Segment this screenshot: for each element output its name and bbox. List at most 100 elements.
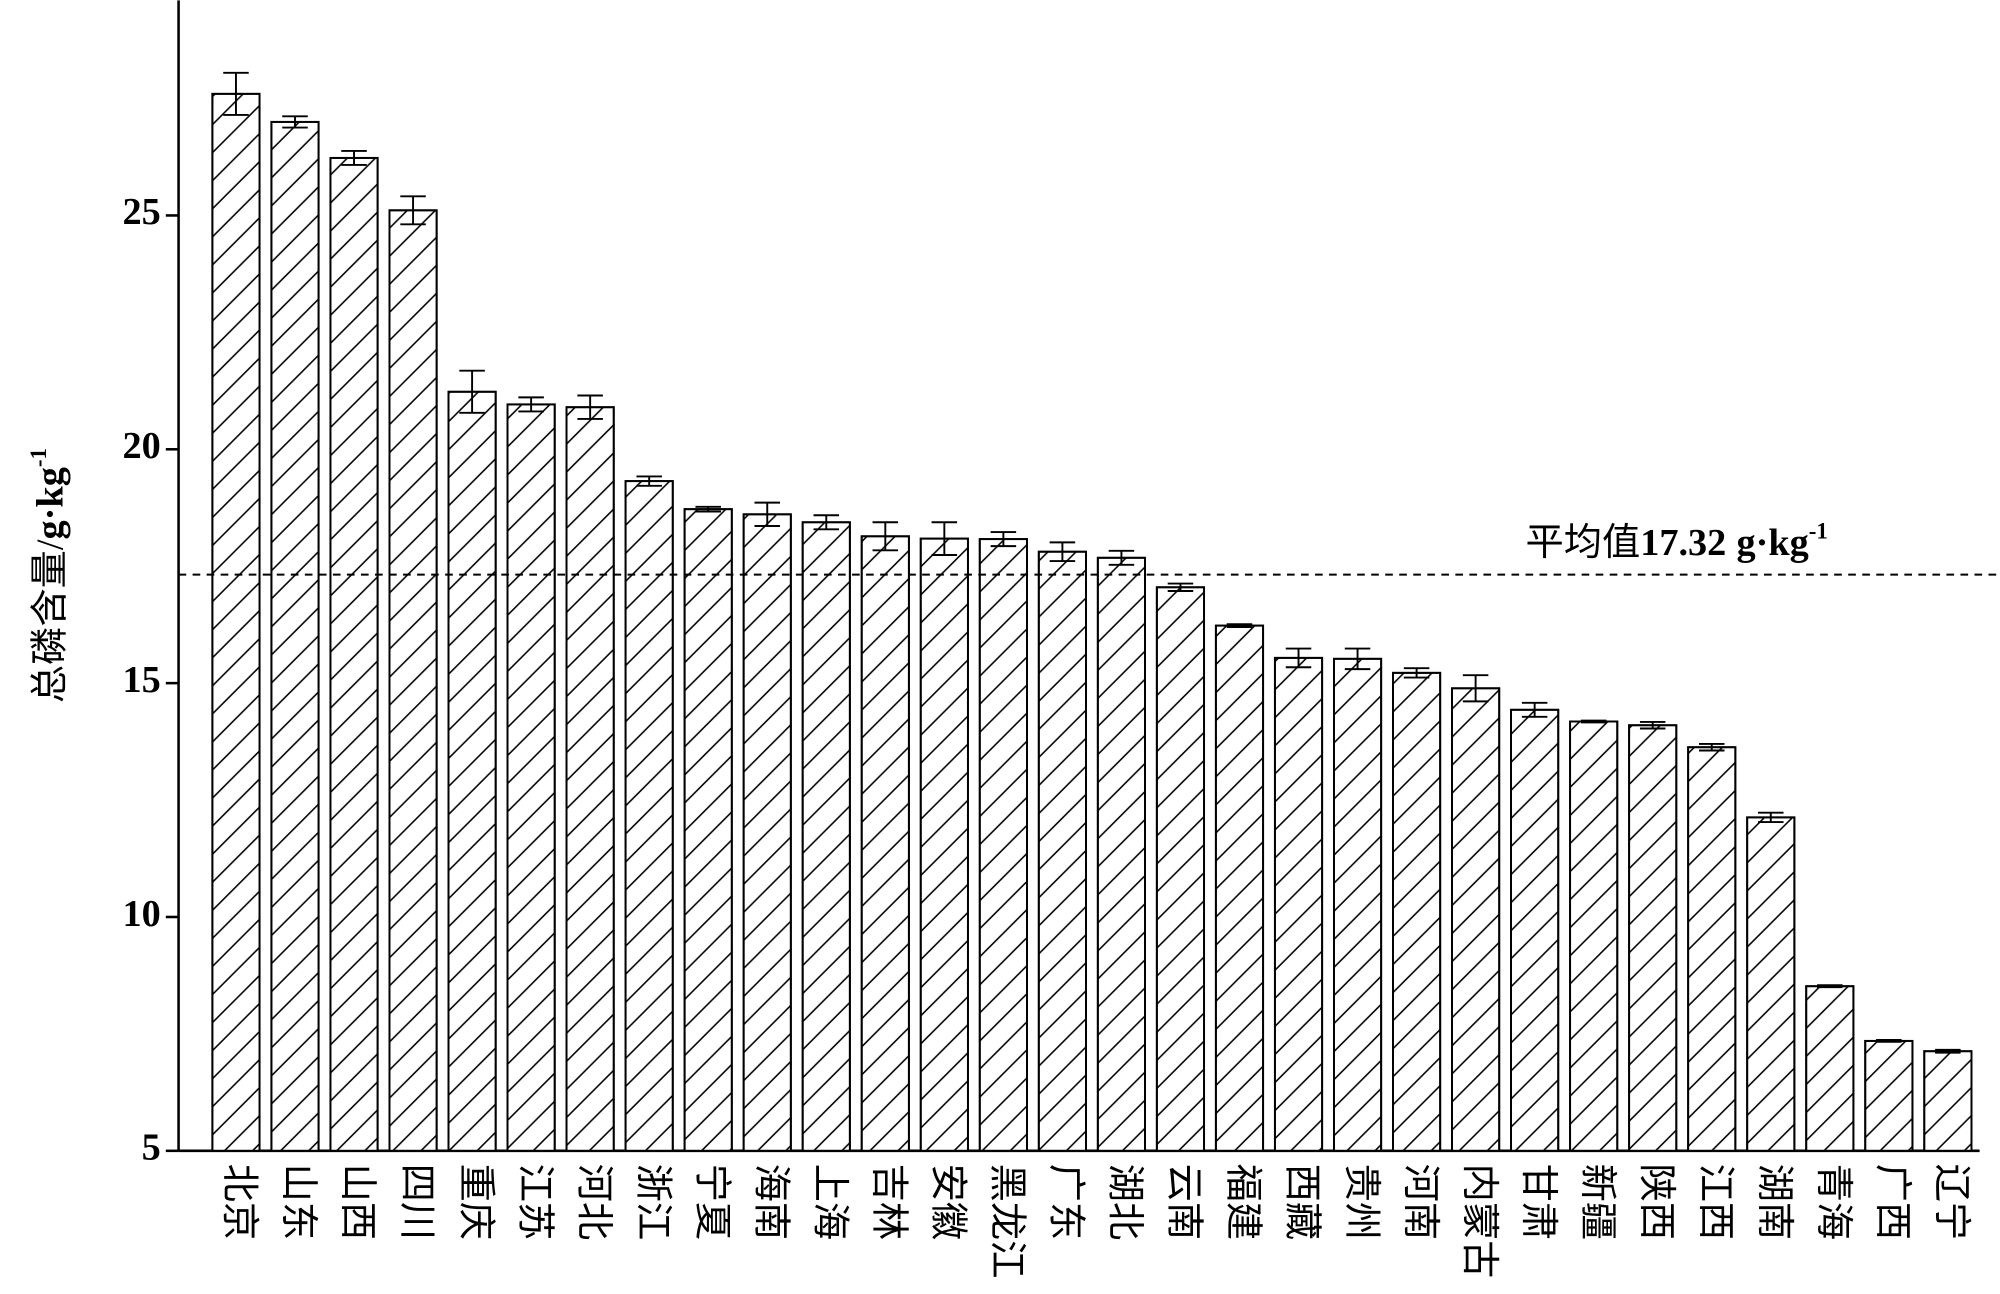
- bar-hatch: [860, 535, 910, 1152]
- x-tick-label: 内蒙古: [1458, 1164, 1500, 1279]
- y-tick-label: 5: [142, 1127, 161, 1169]
- bar-hatch: [978, 538, 1028, 1152]
- y-tick-label: 25: [122, 191, 160, 233]
- error-bar: [518, 396, 544, 413]
- x-tick-label: 陕西: [1635, 1164, 1677, 1241]
- error-bar: [1167, 582, 1194, 592]
- bar-hatch: [919, 537, 969, 1152]
- error-bar: [1226, 623, 1253, 628]
- error-bar: [459, 369, 485, 414]
- error-bar: [1580, 719, 1607, 724]
- x-tick-label: 北京: [218, 1164, 261, 1241]
- bar-hatch: [1096, 556, 1146, 1152]
- bar-hatch: [1155, 586, 1206, 1152]
- bar-hatch: [683, 508, 733, 1152]
- y-tick-label: 10: [122, 893, 160, 935]
- x-tick-label: 吉林: [868, 1164, 910, 1241]
- bar-hatch: [1037, 550, 1087, 1152]
- bar-hatch: [801, 521, 851, 1152]
- error-bar: [636, 475, 662, 487]
- error-bar: [341, 149, 367, 166]
- x-tick-label: 新疆: [1576, 1164, 1618, 1241]
- error-bar: [577, 394, 603, 420]
- x-tick-label: 辽宁: [1930, 1164, 1973, 1241]
- x-tick-label: 甘肃: [1517, 1164, 1559, 1241]
- error-bar: [1285, 647, 1312, 669]
- x-tick-label: 广西: [1871, 1164, 1913, 1241]
- mean-value: 17.32: [1640, 522, 1726, 564]
- error-bar: [990, 531, 1017, 548]
- mean-unit-exp: -1: [1809, 519, 1828, 544]
- x-tick-label: 云南: [1163, 1164, 1205, 1241]
- bar-hatch: [506, 403, 556, 1152]
- bar-hatch: [329, 156, 379, 1152]
- x-tick-label: 山东: [277, 1164, 320, 1241]
- x-tick-label: 福建: [1222, 1164, 1264, 1241]
- y-axis-unit-exp: -1: [26, 448, 51, 467]
- bar-hatch: [1451, 687, 1501, 1152]
- bar-hatch: [565, 406, 615, 1152]
- mean-unit: g·kg: [1737, 522, 1809, 564]
- error-bar: [1108, 549, 1135, 566]
- x-tick-label: 湖北: [1104, 1164, 1146, 1241]
- error-bar: [1876, 1039, 1902, 1043]
- bar-hatch: [1392, 671, 1442, 1152]
- error-bar: [1403, 667, 1430, 679]
- error-bar: [754, 501, 781, 527]
- bar-hatch: [1273, 656, 1324, 1152]
- bar-hatch: [1214, 624, 1265, 1152]
- mean-annotation: 平均值17.32 g·kg-1: [1526, 519, 1828, 564]
- x-tick-label: 浙江: [631, 1164, 673, 1241]
- error-bar: [1817, 984, 1843, 989]
- x-tick-label: 河北: [572, 1164, 614, 1241]
- error-bar: [1049, 541, 1076, 563]
- error-bar: [1344, 647, 1371, 671]
- x-tick-label: 河南: [1399, 1164, 1441, 1241]
- y-tick-label: 20: [122, 425, 160, 467]
- x-tick-label: 江苏: [513, 1164, 555, 1241]
- bar-hatch: [742, 513, 792, 1152]
- error-bar: [872, 521, 899, 552]
- x-tick-label: 广东: [1045, 1164, 1088, 1241]
- error-bar: [400, 195, 426, 226]
- bar-hatch: [624, 480, 674, 1152]
- y-axis-unit: g·kg: [29, 467, 71, 539]
- x-tick-label: 贵州: [1340, 1164, 1382, 1241]
- error-bar: [223, 71, 249, 116]
- error-bar: [1758, 811, 1784, 823]
- x-tick-label: 重庆: [454, 1164, 496, 1241]
- bar-hatch: [1332, 657, 1383, 1152]
- error-bar: [282, 115, 308, 129]
- bar-hatch: [1923, 1050, 1973, 1152]
- error-bar: [1639, 721, 1666, 730]
- error-bar: [1462, 674, 1489, 703]
- x-tick-label: 江西: [1694, 1164, 1736, 1241]
- bar-hatch: [1805, 985, 1855, 1152]
- bar-hatch: [1746, 816, 1796, 1152]
- bar-hatch: [1687, 746, 1737, 1152]
- error-bar: [1521, 701, 1548, 718]
- y-tick-label: 15: [122, 659, 160, 701]
- x-tick-label: 四川: [395, 1164, 437, 1241]
- x-tick-label: 海南: [749, 1164, 791, 1241]
- error-bar: [695, 505, 721, 513]
- bar-hatch: [1628, 724, 1678, 1152]
- bar-hatch: [1510, 708, 1560, 1152]
- y-axis-label-text: 总磷含量/: [28, 539, 71, 703]
- x-tick-label: 上海: [808, 1164, 850, 1241]
- x-tick-label: 西藏: [1281, 1164, 1323, 1241]
- bar-hatch: [1864, 1039, 1914, 1152]
- bar-hatch: [388, 209, 438, 1152]
- bar-hatch: [1569, 720, 1619, 1152]
- x-tick-label: 青海: [1812, 1164, 1854, 1241]
- y-axis-label: 总磷含量/g·kg-1: [26, 448, 71, 703]
- x-tick-label: 湖南: [1753, 1164, 1795, 1241]
- mean-prefix: 平均值: [1526, 522, 1641, 564]
- x-tick-label: 安徽: [927, 1164, 969, 1241]
- bar-hatch: [447, 390, 497, 1152]
- x-tick-label: 宁夏: [690, 1164, 733, 1241]
- error-bar: [1935, 1048, 1961, 1054]
- error-bar: [813, 514, 840, 531]
- bar-hatch: [211, 92, 261, 1152]
